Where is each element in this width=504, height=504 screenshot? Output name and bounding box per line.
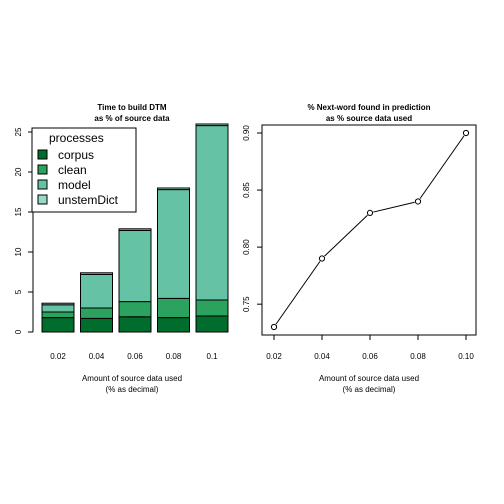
legend-label-clean: clean <box>58 163 87 177</box>
line-x-tick-label: 0.08 <box>410 352 426 361</box>
bar-x-tick-label: 0.08 <box>166 352 182 361</box>
bar-segment-corpus-0.08 <box>157 317 190 333</box>
bar-segment-unstemDict-0.04 <box>80 272 113 275</box>
legend-swatch-corpus <box>37 149 48 160</box>
line-chart-x-axis: 0.02 0.04 0.06 0.08 0.10 <box>266 335 474 361</box>
bar-segment-unstemDict-0.08 <box>157 187 190 191</box>
line-x-tick-label: 0.10 <box>458 352 474 361</box>
bar-segment-model-0.02 <box>41 304 75 313</box>
line-chart-plot-box <box>261 124 477 336</box>
bar-chart-x-label: Amount of source data used <box>82 374 182 383</box>
line-chart-subtitle: as % source data used <box>326 114 412 123</box>
line-x-tick-label: 0.02 <box>266 352 282 361</box>
bar-segment-clean-0.1 <box>195 299 229 317</box>
bar-segment-model-0.08 <box>157 189 190 299</box>
bar-segment-corpus-0.06 <box>118 316 152 333</box>
bar-chart-y-axis: 0 5 10 15 20 25 <box>14 127 34 334</box>
bar-x-tick-label: 0.04 <box>89 352 105 361</box>
line-y-tick-label: 0.90 <box>242 125 251 141</box>
bar-chart-subtitle: as % of source data <box>94 114 170 123</box>
line-x-tick-label: 0.04 <box>314 352 330 361</box>
bar-y-tick-label: 15 <box>14 207 23 216</box>
bar-segment-model-0.1 <box>195 125 229 301</box>
bar-chart-bars <box>41 123 229 333</box>
line-segment <box>419 135 465 199</box>
bar-segment-corpus-0.1 <box>195 315 229 333</box>
line-chart-x-label-line2: (% as decimal) <box>343 385 396 394</box>
bar-segment-corpus-0.04 <box>80 317 113 333</box>
line-segment <box>324 214 368 257</box>
bar-segment-clean-0.02 <box>41 311 75 319</box>
line-y-tick-label: 0.85 <box>242 182 251 198</box>
bar-y-tick-label: 25 <box>14 127 23 136</box>
bar-chart-x-tick-labels: 0.02 0.04 0.06 0.08 0.1 <box>50 352 218 361</box>
bar-x-tick-label: 0.02 <box>50 352 66 361</box>
line-chart-y-axis: 0.75 0.80 0.85 0.90 <box>242 125 262 312</box>
line-data-point <box>270 323 278 331</box>
bar-segment-clean-0.06 <box>118 301 152 318</box>
legend-label-corpus: corpus <box>58 148 94 162</box>
line-y-tick-label: 0.75 <box>242 296 251 312</box>
bar-y-tick-label: 10 <box>14 247 23 256</box>
legend-label-model: model <box>58 178 91 192</box>
bar-segment-model-0.04 <box>80 273 113 309</box>
bar-x-tick-label: 0.06 <box>127 352 143 361</box>
legend-label-unstemDict: unstemDict <box>58 193 119 207</box>
bar-segment-model-0.06 <box>118 229 152 303</box>
bar-chart-x-label-line2: (% as decimal) <box>106 385 159 394</box>
legend-box <box>31 127 137 213</box>
line-y-tick-label: 0.80 <box>242 239 251 255</box>
legend-swatch-clean <box>37 164 48 175</box>
bar-chart-title: Time to build DTM <box>97 103 167 112</box>
legend-swatch-model <box>37 179 48 190</box>
line-chart-panel: % Next-word found in prediction as % sou… <box>242 103 477 394</box>
bar-y-tick-label: 20 <box>14 167 23 176</box>
bar-y-tick-label: 0 <box>14 329 23 334</box>
line-data-point <box>318 255 326 262</box>
bar-segment-unstemDict-0.1 <box>195 123 229 127</box>
line-data-point <box>414 198 422 205</box>
line-segment <box>373 201 415 213</box>
bar-segment-unstemDict-0.06 <box>118 228 152 231</box>
bar-segment-corpus-0.02 <box>41 317 75 333</box>
line-data-point <box>366 209 374 216</box>
legend-swatch-unstemDict <box>37 194 48 205</box>
bar-segment-clean-0.04 <box>80 307 113 319</box>
line-data-point <box>462 129 470 137</box>
line-chart-x-label: Amount of source data used <box>319 374 419 383</box>
bar-chart-panel: Time to build DTM as % of source data 0 5… <box>14 103 229 394</box>
line-chart-title: % Next-word found in prediction <box>307 103 430 112</box>
bar-x-tick-label: 0.1 <box>206 352 218 361</box>
line-x-tick-label: 0.06 <box>362 352 378 361</box>
bar-segment-clean-0.08 <box>157 297 190 319</box>
line-segment <box>275 261 321 325</box>
bar-y-tick-label: 5 <box>14 289 23 294</box>
legend-title: processes <box>49 131 104 145</box>
line-chart-series <box>270 129 470 331</box>
bar-segment-unstemDict-0.02 <box>41 302 75 306</box>
